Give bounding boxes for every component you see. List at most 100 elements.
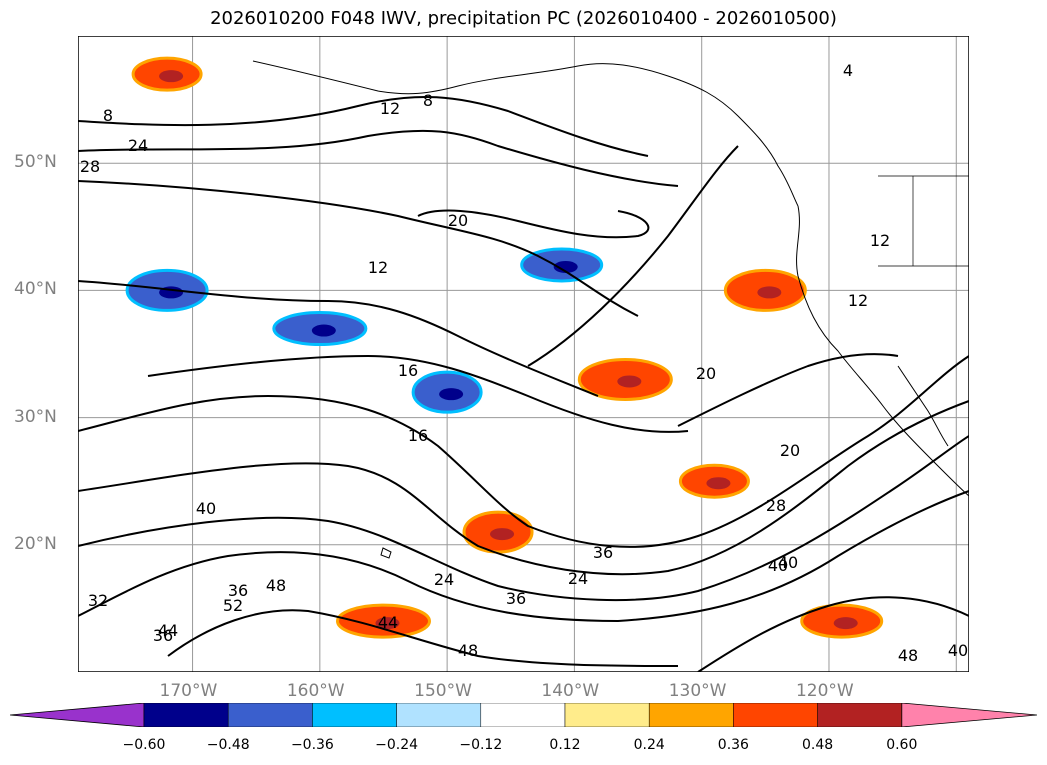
contour-label: 32 [88,591,108,610]
contour-label: 40 [768,556,788,575]
iwv-contour [78,280,599,397]
x-tick-label: 170°W [159,681,218,701]
x-tick-label: 130°W [668,681,727,701]
iwv-contours [78,95,969,672]
precip-positive-core [159,70,184,83]
x-tick-label: 160°W [286,681,345,701]
contour-label: 52 [223,596,243,615]
contour-label: 36 [153,626,173,645]
iwv-contour [527,145,739,367]
border-lines [878,175,969,267]
contour-label: 16 [398,361,418,380]
precip-positive-core [490,528,515,541]
contour-label: 40 [196,499,216,518]
contour-label: 28 [80,157,100,176]
y-tick-label: 30°N [14,406,57,427]
contour-label: 40 [948,641,968,660]
x-tick-label: 120°W [795,681,854,701]
grid-lines [78,36,969,672]
iwv-contour [78,490,969,623]
contour-label: 48 [266,576,286,595]
coastline [252,60,969,559]
contour-label: 24 [568,569,588,588]
contour-label: 8 [103,106,113,125]
contour-label: 40 [778,553,798,572]
precip-positive-core [375,617,400,630]
iwv-contour [78,400,969,576]
colorbar-tick-label: −0.48 [206,737,250,753]
contour-label: 12 [870,231,890,250]
contour-label: 12 [380,99,400,118]
contour-label: 20 [448,211,468,230]
colorbar-extend-high [901,703,1037,727]
contour-label: 44 [158,621,178,640]
contour-label: 28 [766,496,786,515]
precip-negative-core [311,324,336,337]
iwv-contour [147,354,689,433]
colorbar-tick-label: 0.12 [549,737,581,753]
plot-background [78,36,969,672]
precip-positive-core [617,375,642,388]
colorbar-extend-low [10,703,145,727]
hawaii-islands [380,547,392,559]
colorbar-tick-label: 0.36 [717,737,749,753]
iwv-contour [78,129,679,187]
contour-label: 36 [506,589,526,608]
iwv-contour [78,435,969,602]
y-tick-label: 20°N [14,533,57,554]
iwv-contour [167,609,679,667]
contour-label: 4 [843,61,853,80]
contour-label: 48 [458,641,478,660]
colorbar-segment [227,703,313,727]
contour-label: 20 [696,364,716,383]
chart-title: 2026010200 F048 IWV, precipitation PC (2… [210,8,837,29]
contour-label: 44 [378,613,398,632]
colorbar [10,703,1037,727]
north-america-coast [796,205,969,497]
colorbar-tick-label: −0.24 [375,737,419,753]
colorbar-tick-label: −0.12 [459,737,503,753]
precip-positive-core [757,286,782,299]
colorbar-segment [480,703,566,727]
x-tick-label: 140°W [541,681,600,701]
colorbar-segment [396,703,482,727]
colorbar-tick-label: 0.60 [886,737,918,753]
precip-negative-core [439,388,464,401]
iwv-contour [697,596,969,672]
iwv-contour [417,209,650,239]
contour-label: 36 [593,543,613,562]
iwv-contour [78,95,649,157]
iwv-contour [677,353,899,427]
precip-negative-core [553,260,578,273]
colorbar-segment [312,703,397,727]
contour-label: 20 [780,441,800,460]
contour-label: 24 [434,570,454,589]
baja-coast [897,365,949,447]
colorbar-segment [143,703,229,727]
contour-label: 36 [228,581,248,600]
colorbar-segments [10,703,1037,727]
contour-label: 24 [128,136,148,155]
contour-label: 16 [408,426,428,445]
iwv-contour [78,355,969,548]
colorbar-segment [648,703,734,727]
x-tick-label: 150°W [414,681,472,701]
y-tick-label: 40°N [14,279,57,300]
colorbar-tick-label: 0.48 [802,737,834,753]
iwv-contour [78,180,639,317]
contour-label: 12 [848,291,868,310]
precip-positive-core [706,477,731,490]
colorbar-segment [564,703,650,727]
alaska-coast [252,60,799,207]
y-tick-label: 50°N [14,152,57,173]
contour-label: 48 [898,646,918,665]
contour-label: 12 [368,258,388,277]
colorbar-tick-label: −0.36 [290,737,334,753]
contour-label: 8 [423,91,433,110]
colorbar-tick-label: 0.24 [633,737,665,753]
precip-positive-core [833,617,858,630]
colorbar-segment [733,703,818,727]
colorbar-segment [817,703,903,727]
